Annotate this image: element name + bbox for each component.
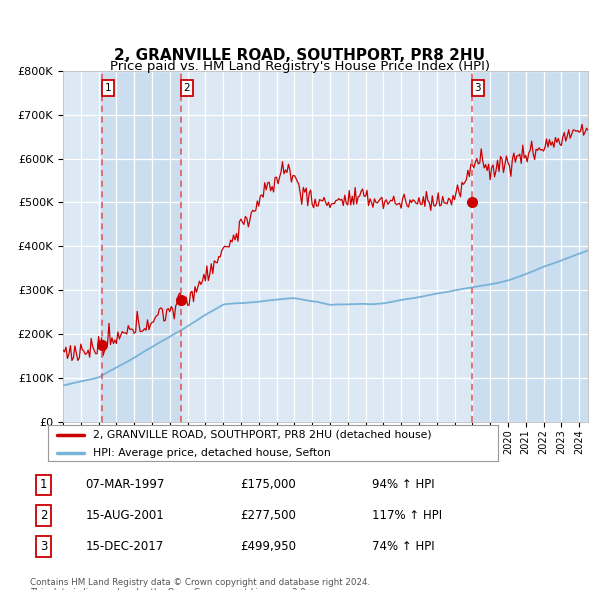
Text: Price paid vs. HM Land Registry's House Price Index (HPI): Price paid vs. HM Land Registry's House … (110, 60, 490, 73)
Text: 15-AUG-2001: 15-AUG-2001 (85, 509, 164, 522)
Bar (472, 71, 588, 422)
Text: 74% ↑ HPI: 74% ↑ HPI (372, 540, 435, 553)
Text: £277,500: £277,500 (240, 509, 296, 522)
Text: 1: 1 (104, 83, 111, 93)
Text: 15-DEC-2017: 15-DEC-2017 (85, 540, 163, 553)
Text: 3: 3 (474, 83, 481, 93)
Text: 94% ↑ HPI: 94% ↑ HPI (372, 478, 435, 491)
Text: £499,950: £499,950 (240, 540, 296, 553)
Text: 1: 1 (40, 478, 47, 491)
Text: 3: 3 (40, 540, 47, 553)
Text: 2: 2 (40, 509, 47, 522)
Text: 2, GRANVILLE ROAD, SOUTHPORT, PR8 2HU (detached house): 2, GRANVILLE ROAD, SOUTHPORT, PR8 2HU (d… (93, 430, 431, 440)
Text: 2: 2 (184, 83, 190, 93)
Text: 117% ↑ HPI: 117% ↑ HPI (372, 509, 442, 522)
Text: HPI: Average price, detached house, Sefton: HPI: Average price, detached house, Seft… (93, 448, 331, 458)
Text: 2, GRANVILLE ROAD, SOUTHPORT, PR8 2HU: 2, GRANVILLE ROAD, SOUTHPORT, PR8 2HU (115, 48, 485, 63)
Bar (102, 71, 181, 422)
Text: 07-MAR-1997: 07-MAR-1997 (85, 478, 164, 491)
Text: Contains HM Land Registry data © Crown copyright and database right 2024.
This d: Contains HM Land Registry data © Crown c… (30, 578, 370, 590)
Text: £175,000: £175,000 (240, 478, 296, 491)
